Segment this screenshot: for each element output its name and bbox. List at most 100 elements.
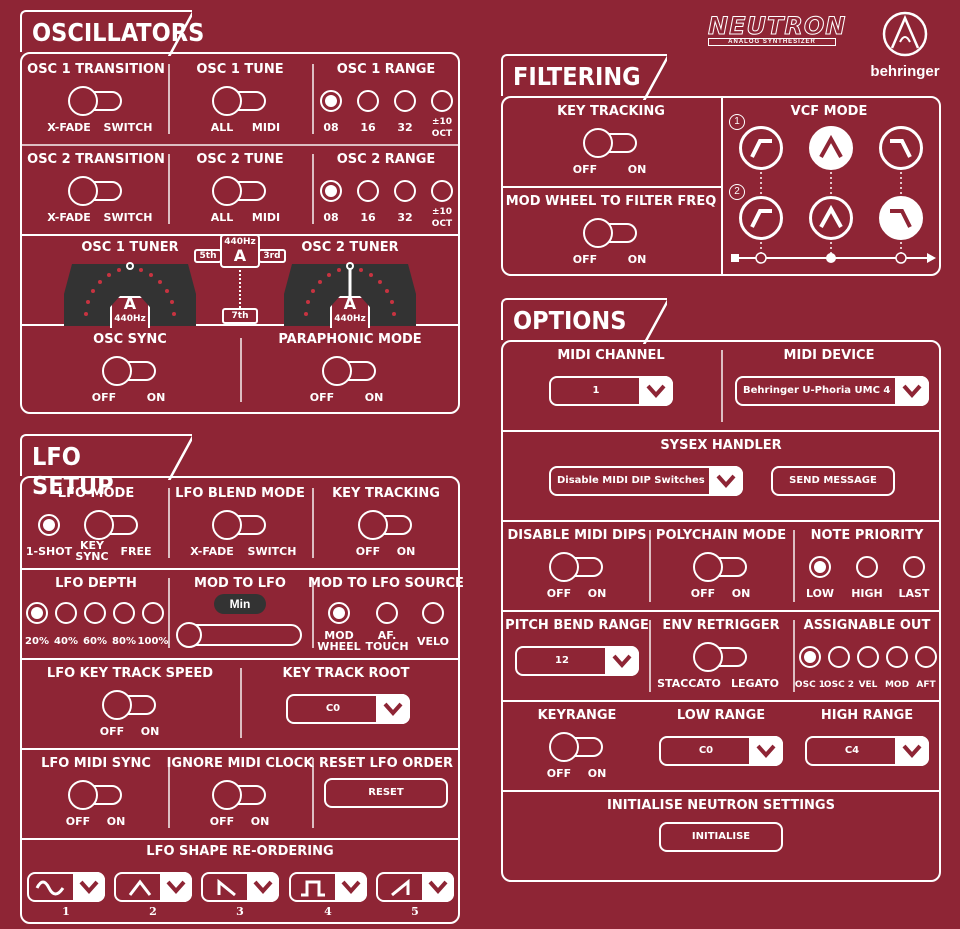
send-message-button[interactable]: SEND MESSAGE (771, 466, 895, 496)
mod-wheel-filter-label: MOD WHEEL TO FILTER FREQ (505, 194, 717, 209)
mod-source-wheel[interactable] (328, 602, 350, 624)
note-priority-last[interactable] (903, 556, 925, 578)
mod-to-lfo-slider-knob[interactable] (176, 622, 202, 648)
polychain-mode-label: POLYCHAIN MODE (655, 528, 787, 543)
lfo-mode-1shot-radio[interactable] (38, 514, 60, 536)
osc1-tune-on: MIDI (251, 121, 281, 134)
sysex-handler-dropdown[interactable]: Disable MIDI DIP Switches (549, 466, 743, 496)
lfo-depth-20[interactable] (26, 602, 48, 624)
vcf1-highpass-button[interactable] (739, 126, 783, 170)
lfo-key-track-speed-toggle[interactable] (102, 690, 158, 720)
pitch-bend-range-value: 12 (555, 655, 569, 666)
lfo-blend-toggle[interactable] (212, 510, 268, 540)
assignable-out-osc1[interactable] (799, 646, 821, 668)
vcf2-bandpass-button[interactable] (809, 196, 853, 240)
lfo-blend-off: X-FADE (190, 545, 234, 558)
pitch-bend-range-dropdown[interactable]: 12 (515, 646, 639, 676)
lfo-depth-40[interactable] (55, 602, 77, 624)
osc1-range-10[interactable] (431, 90, 453, 112)
lfo-mode-toggle[interactable] (84, 510, 140, 540)
filter-key-tracking-on: ON (627, 163, 647, 176)
assignable-out-osc2[interactable] (828, 646, 850, 668)
lfo-midi-sync-on: ON (106, 815, 126, 828)
initialise-button[interactable]: INITIALISE (659, 822, 783, 852)
disable-midi-dips-toggle[interactable] (549, 552, 605, 582)
keyrange-on: ON (587, 767, 607, 780)
key-track-root-dropdown[interactable]: C0 (286, 694, 410, 724)
lfo-depth-60[interactable] (84, 602, 106, 624)
vcf2-lowpass-button[interactable] (879, 196, 923, 240)
lfo-keytrack-toggle[interactable] (358, 510, 414, 540)
keyrange-toggle[interactable] (549, 732, 605, 762)
osc2-range-10[interactable] (431, 180, 453, 202)
mod-source-aftertouch[interactable] (376, 602, 398, 624)
disable-midi-dips-label: DISABLE MIDI DIPS (507, 528, 647, 543)
lfo-shape-3-dropdown[interactable] (201, 872, 279, 902)
osc1-range-oct-label: OCT (431, 129, 453, 139)
sine-wave-icon (35, 880, 65, 896)
osc1-range-32[interactable] (394, 90, 416, 112)
osc-sync-toggle[interactable] (102, 356, 158, 386)
polychain-mode-toggle[interactable] (693, 552, 749, 582)
high-range-dropdown[interactable]: C4 (805, 736, 929, 766)
note-priority-low-label: LOW (805, 587, 835, 600)
midi-channel-dropdown[interactable]: 1 (549, 376, 673, 406)
options-panel: MIDI CHANNEL 1 MIDI DEVICE Behringer U-P… (501, 340, 941, 882)
midi-device-dropdown[interactable]: Behringer U-Phoria UMC 404 (735, 376, 929, 406)
lfo-keytrack-label: KEY TRACKING (332, 486, 440, 501)
osc2-range-08[interactable] (320, 180, 342, 202)
disable-midi-dips-off: OFF (546, 587, 572, 600)
osc1-range-16[interactable] (357, 90, 379, 112)
lfo-depth-80[interactable] (113, 602, 135, 624)
disable-midi-dips-on: ON (587, 587, 607, 600)
osc2-range-16[interactable] (357, 180, 379, 202)
osc2-tune-label: OSC 2 TUNE (196, 152, 284, 167)
paraphonic-label: PARAPHONIC MODE (278, 332, 422, 347)
lfo-shape-1-dropdown[interactable] (27, 872, 105, 902)
osc2-range-oct-label: OCT (431, 219, 453, 229)
ignore-midi-clock-toggle[interactable] (212, 780, 268, 810)
chevron-down-icon (902, 384, 922, 399)
vcf1-lowpass-button[interactable] (879, 126, 923, 170)
lfo-depth-100[interactable] (142, 602, 164, 624)
ramp-up-wave-icon (391, 879, 410, 897)
high-range-label: HIGH RANGE (820, 708, 914, 723)
assignable-out-aft[interactable] (915, 646, 937, 668)
vcf1-bandpass-button[interactable] (809, 126, 853, 170)
behringer-text: behringer (870, 63, 940, 80)
osc2-tune-on: MIDI (251, 211, 281, 224)
keyrange-off: OFF (546, 767, 572, 780)
osc2-transition-toggle[interactable] (68, 176, 124, 206)
highpass-icon (750, 209, 772, 228)
env-retrigger-toggle[interactable] (693, 642, 749, 672)
lfo-shape-4-dropdown[interactable] (289, 872, 367, 902)
lfo-shape-2-dropdown[interactable] (114, 872, 192, 902)
filter-key-tracking-toggle[interactable] (583, 128, 639, 158)
vcf2-highpass-button[interactable] (739, 196, 783, 240)
low-range-dropdown[interactable]: C0 (659, 736, 783, 766)
assignable-out-vel[interactable] (857, 646, 879, 668)
note-priority-high[interactable] (856, 556, 878, 578)
osc2-range-32[interactable] (394, 180, 416, 202)
osc-sync-off: OFF (91, 391, 117, 404)
osc1-transition-toggle[interactable] (68, 86, 124, 116)
lfo-midi-sync-toggle[interactable] (68, 780, 124, 810)
osc1-range-08[interactable] (320, 90, 342, 112)
note-priority-low[interactable] (809, 556, 831, 578)
osc2-tune-toggle[interactable] (212, 176, 268, 206)
reset-lfo-order-button[interactable]: RESET (324, 778, 448, 808)
mod-wheel-filter-toggle[interactable] (583, 218, 639, 248)
paraphonic-toggle[interactable] (322, 356, 378, 386)
interval-5th-box (194, 249, 222, 263)
triangle-wave-icon (128, 879, 152, 896)
osc1-tune-toggle[interactable] (212, 86, 268, 116)
lfo-depth-100-label: 100% (137, 636, 169, 647)
lfo-depth-60-label: 60% (83, 636, 107, 647)
lfo-shape-5-dropdown[interactable] (376, 872, 454, 902)
ignore-midi-clock-label: IGNORE MIDI CLOCK (166, 756, 314, 771)
mod-source-velo[interactable] (422, 602, 444, 624)
env-retrigger-off: STACCATO (657, 677, 721, 690)
lfo-blend-label: LFO BLEND MODE (175, 486, 305, 501)
chevron-down-icon (253, 880, 273, 895)
assignable-out-mod[interactable] (886, 646, 908, 668)
